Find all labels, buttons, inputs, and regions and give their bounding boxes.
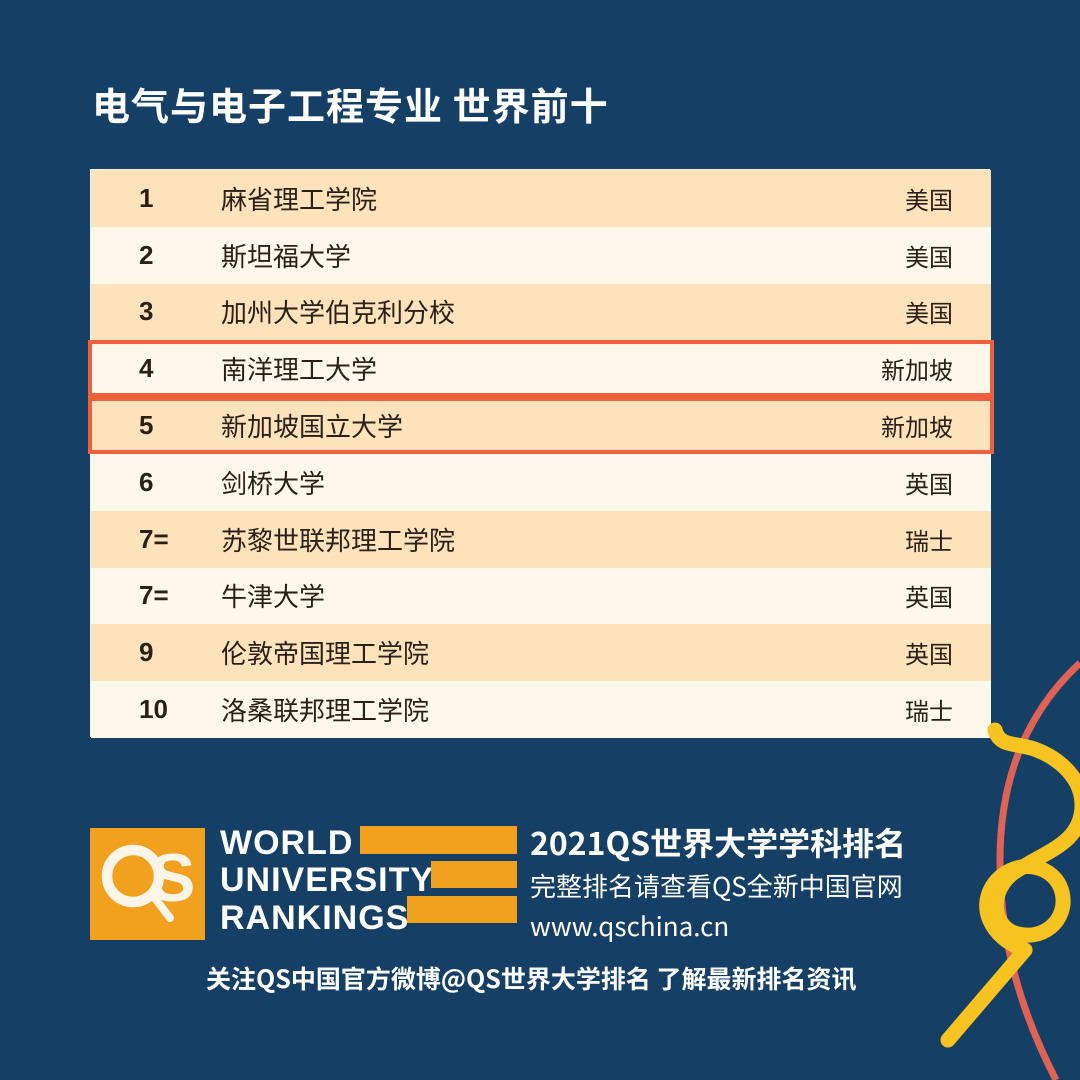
svg-text:S: S	[150, 840, 195, 916]
